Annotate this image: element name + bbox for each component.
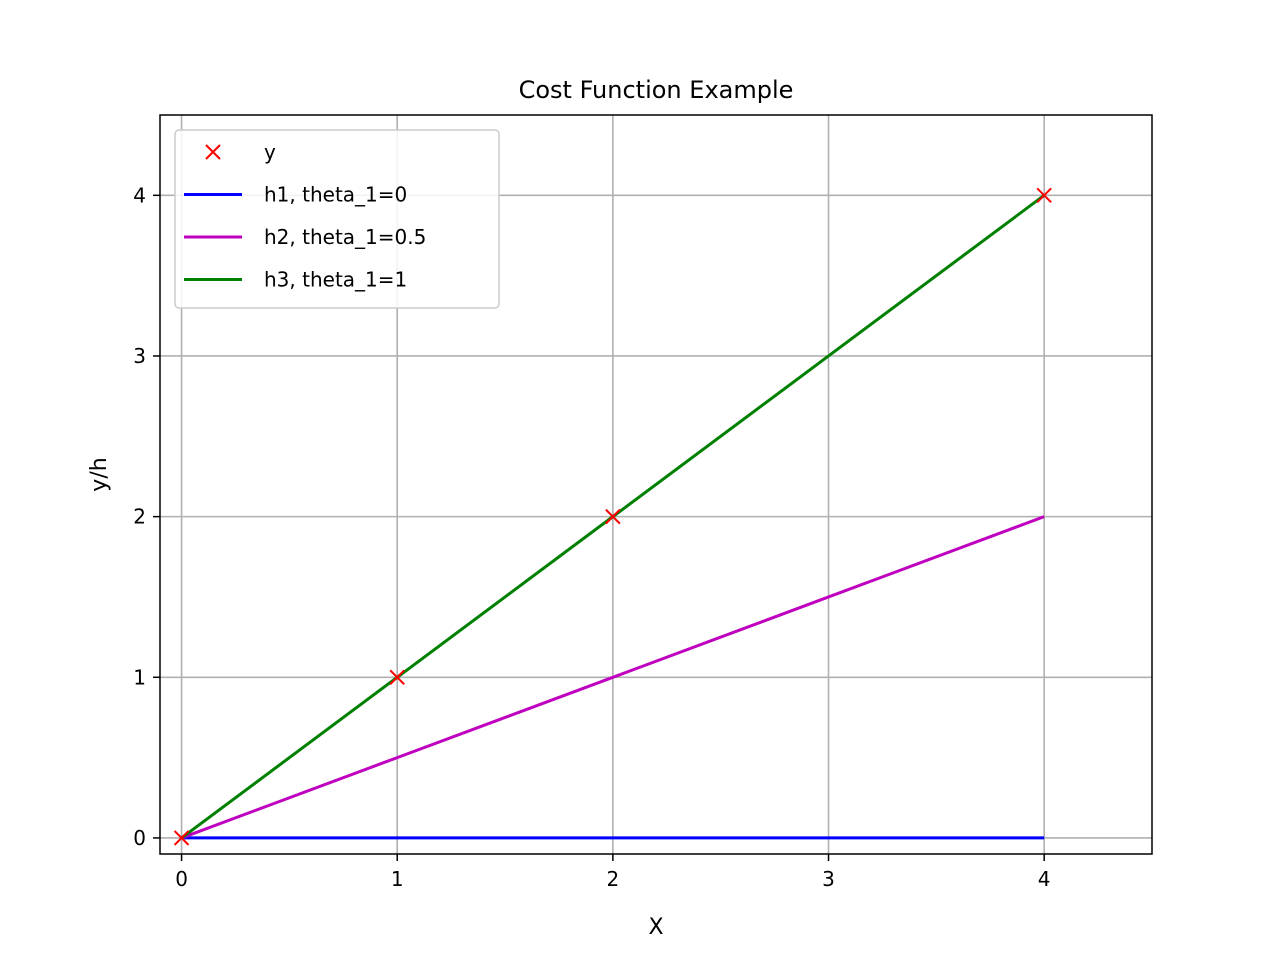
y-tick-label: 4 xyxy=(133,183,146,207)
x-tick-label: 4 xyxy=(1038,867,1051,891)
y-tick-label: 3 xyxy=(133,344,146,368)
y-tick-label: 2 xyxy=(133,505,146,529)
marker-stroke xyxy=(389,669,405,685)
x-tick-label: 0 xyxy=(175,867,188,891)
legend: y h1, theta_1=0 h2, theta_1=0.5 h3, theta_1… xyxy=(174,129,500,309)
axis-ticks: 0 1 2 3 4 0 1 2 3 4 xyxy=(133,183,1050,891)
series-layer xyxy=(173,187,1052,846)
data-point-marker xyxy=(205,144,221,160)
x-axis-label: X xyxy=(648,915,663,940)
y-tick-label: 1 xyxy=(133,665,146,689)
legend-item: y xyxy=(205,140,276,164)
legend-box xyxy=(174,129,500,309)
x-tick-label: 1 xyxy=(391,867,404,891)
marker-stroke xyxy=(1036,187,1052,204)
x-tick-label: 2 xyxy=(607,867,620,891)
marker-stroke xyxy=(605,508,621,525)
legend-item: h3, theta_1=1 xyxy=(184,268,407,292)
x-tick-label: 3 xyxy=(822,867,835,891)
y-tick-label: 0 xyxy=(133,826,146,850)
legend-label: h2, theta_1=0.5 xyxy=(264,225,426,249)
marker-stroke xyxy=(205,144,221,160)
legend-item: h1, theta_1=0 xyxy=(184,183,407,207)
data-point-marker xyxy=(605,508,621,525)
legend-label: h1, theta_1=0 xyxy=(264,183,407,207)
chart-title: Cost Function Example xyxy=(519,76,794,104)
data-point-marker xyxy=(173,830,190,846)
y-axis-label: y/h xyxy=(87,457,112,491)
legend-label: h3, theta_1=1 xyxy=(264,268,407,292)
data-point-marker xyxy=(1036,187,1052,204)
series-line-2 xyxy=(181,515,1045,840)
marker-stroke xyxy=(173,830,190,846)
legend-label: y xyxy=(264,140,276,164)
data-point-marker xyxy=(389,669,405,685)
legend-item: h2, theta_1=0.5 xyxy=(184,225,426,249)
plot-area-frame xyxy=(159,114,1153,855)
